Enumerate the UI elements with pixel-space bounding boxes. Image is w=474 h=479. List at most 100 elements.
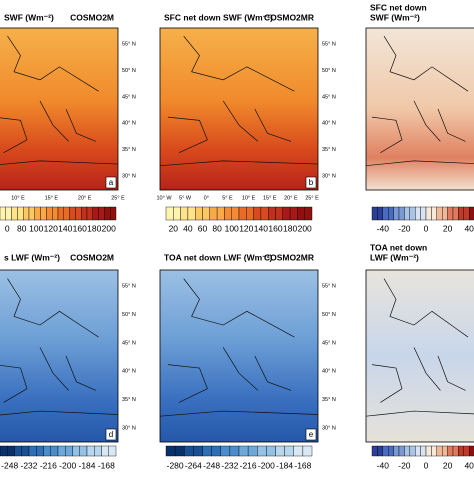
colorbar-cell: [447, 206, 454, 221]
colorbar-cell: [11, 206, 18, 221]
colorbar-label: 100: [29, 223, 43, 233]
colorbar-cell: [86, 206, 94, 221]
colorbar-cell: [216, 206, 225, 221]
colorbar-cell: [398, 445, 405, 457]
colorbar-cell: [5, 206, 12, 221]
colorbar-label: -168: [98, 460, 115, 470]
colorbar-cell: [7, 445, 15, 457]
coastline: [0, 278, 119, 416]
colorbar-cell: [231, 206, 240, 221]
colorbar-label: -168: [294, 460, 311, 470]
colorbar-cell: [104, 206, 111, 221]
panel-letter-box: [305, 176, 317, 189]
colorbar-cell: [436, 445, 443, 457]
lat-label: 30° N: [122, 425, 136, 431]
colorbar-cell: [173, 206, 181, 221]
lat-label: 40° N: [322, 369, 336, 375]
panel: SFC net down SWF (Wm⁻²)COSMO2MR b 55° N 50°…: [156, 12, 335, 233]
lat-label: 45° N: [322, 340, 336, 346]
colorbar-label: 120: [44, 223, 58, 233]
panel-title: TOA net down: [370, 242, 427, 252]
colorbar-cell: [36, 445, 44, 457]
colorbar-cell: [69, 206, 76, 221]
colorbar-cell: [23, 206, 30, 221]
colorbar-label: 160: [268, 223, 282, 233]
panel-letter-box: [105, 428, 117, 441]
colorbar-cell: [14, 445, 22, 457]
model-label: COSMO2MR: [264, 252, 314, 262]
colorbar-cell: [229, 445, 240, 457]
panel-title: LWF (Wm⁻²): [370, 252, 419, 262]
colorbar-cell: [50, 445, 59, 457]
colorbar-label: 80: [17, 223, 27, 233]
model-label: COSMO2M: [70, 12, 114, 22]
colorbar-cell: [436, 206, 443, 221]
colorbar-cell: [371, 445, 378, 457]
colorbar-cell: [211, 445, 221, 457]
lat-label: 35° N: [322, 147, 336, 153]
colorbar-cell: [377, 445, 383, 457]
panel-letter: e: [309, 430, 314, 439]
colorbar-label: 140: [58, 223, 72, 233]
colorbar-cell: [431, 445, 437, 457]
panel-title: SFC net down: [370, 2, 427, 12]
colorbar-label: -248: [203, 460, 220, 470]
colorbar-cell: [388, 206, 394, 221]
colorbar-cell: [260, 206, 269, 221]
map: [365, 269, 474, 443]
colorbar-cell: [382, 445, 389, 457]
colorbar-cell: [57, 445, 66, 457]
lon-label: 0°: [204, 195, 209, 201]
colorbar-cell: [452, 206, 459, 221]
colorbar-cell: [388, 445, 394, 457]
colorbar-cell: [425, 445, 432, 457]
colorbar-cell: [409, 445, 416, 457]
colorbar-cell: [224, 206, 232, 221]
colorbar-cell: [246, 206, 254, 221]
colorbar-label: -200: [59, 460, 76, 470]
colorbar-cell: [458, 445, 464, 457]
colorbar-cell: [420, 206, 427, 221]
colorbar-cell: [80, 206, 88, 221]
colorbar-cell: [202, 206, 211, 221]
colorbar-cell: [98, 206, 105, 221]
lat-label: 40° N: [122, 121, 136, 127]
colorbar-cell: [268, 206, 276, 221]
panel: s LWF (Wm⁻²) COSMO2M d 55° N 50° N 45° N 40° N…: [0, 252, 136, 470]
colorbar-cell: [371, 206, 378, 221]
colorbar-cell: [398, 206, 405, 221]
lat-label: 40° N: [122, 369, 136, 375]
colorbar-cell: [425, 206, 432, 221]
colorbar-cell: [442, 206, 448, 221]
lat-label: 55° N: [122, 41, 136, 47]
colorbar-cell: [275, 206, 284, 221]
colorbar-cell: [63, 206, 70, 221]
colorbar-label: -232: [221, 460, 238, 470]
colorbar-cell: [75, 206, 82, 221]
colorbar-cell: [447, 445, 454, 457]
colorbar-label: -40: [377, 223, 390, 233]
lon-label: 10° E: [11, 195, 25, 201]
colorbar-label: -184: [78, 460, 95, 470]
lat-label: 40° N: [322, 121, 336, 127]
colorbar-cell: [393, 206, 400, 221]
colorbar-cell: [382, 206, 389, 221]
colorbar-cell: [415, 445, 421, 457]
model-label: COSMO2M: [70, 252, 114, 262]
model-label: COSMO2MR: [264, 12, 314, 22]
colorbar-cell: [463, 206, 470, 221]
colorbar-cell: [404, 206, 410, 221]
colorbar-cell: [247, 445, 258, 457]
lat-label: 55° N: [122, 283, 136, 289]
colorbar-cell: [304, 206, 313, 221]
lat-label: 35° N: [122, 147, 136, 153]
coastline: [159, 278, 319, 417]
colorbar-label: 40: [183, 223, 193, 233]
colorbar-cell: [28, 206, 36, 221]
colorbar-cell: [404, 445, 410, 457]
colorbar-cell: [409, 206, 416, 221]
lat-label: 30° N: [322, 173, 336, 179]
lat-label: 35° N: [322, 397, 336, 403]
